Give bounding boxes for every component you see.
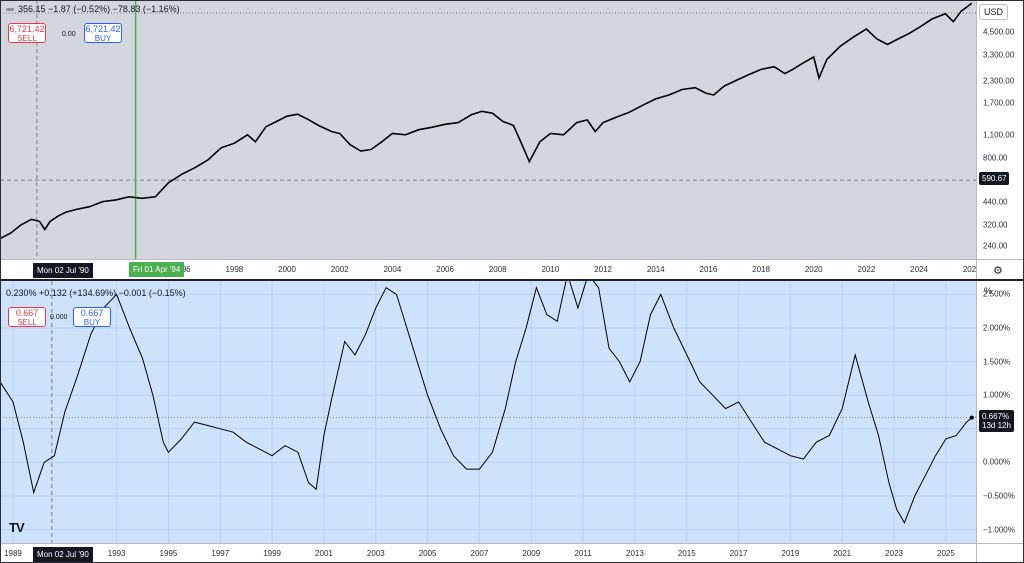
sell-label: SELL	[17, 318, 37, 327]
sell-label: SELL	[17, 34, 37, 43]
indicator-chart	[0, 281, 977, 543]
buy-label: BUY	[94, 34, 112, 43]
price-tick-label: 2,300.00	[983, 76, 1015, 86]
indicator-tick-label: 2.500%	[983, 289, 1011, 299]
last-value-text: 0.667%	[982, 411, 1010, 421]
time-tick-label: 2017	[729, 549, 748, 558]
sell-button[interactable]: 0.667 SELL	[8, 307, 46, 327]
time-tick-label: 2006	[436, 265, 454, 274]
spread-value: 0.00	[62, 31, 76, 38]
time-tick-label: 1997	[211, 549, 230, 558]
time-tick-label: 1998	[225, 265, 244, 274]
time-tick-label: 2015	[677, 549, 696, 558]
indicator-chart-pane[interactable]: 0.230% +0.132 (+134.69%) −0.001 (−0.15%)…	[0, 281, 1024, 563]
spread-value: 0.000	[50, 314, 68, 321]
time-tick-label: 2024	[910, 265, 928, 274]
time-tick-label: 1995	[159, 549, 178, 558]
time-tick-label: 1989	[4, 549, 22, 558]
indicator-tick-label: 2.000%	[983, 323, 1011, 333]
series-color-swatch	[6, 8, 14, 12]
sell-price: 6,721.42	[9, 24, 45, 34]
price-scale[interactable]: USD 4,500.00 3,300.00 2,300.00 1,700.00 1,10…	[976, 0, 1024, 259]
buy-button[interactable]: 6,721.42 BUY	[84, 23, 122, 43]
time-tick-label: 2021	[833, 549, 852, 558]
time-tick-label: 2026	[962, 265, 981, 274]
time-tick-label: 2005	[418, 549, 437, 558]
scale-corner	[976, 543, 1024, 563]
price-tick-label: 240.00	[983, 241, 1008, 251]
last-value-tag: 0.667% 13d 12h	[979, 409, 1014, 432]
price-legend: 356.15 −1.87 (−0.52%) −78.83 (−1.16%)	[6, 4, 180, 14]
time-tick-label: 1999	[263, 549, 281, 558]
time-tick-label: 2019	[781, 549, 800, 558]
unit-label: %	[984, 286, 993, 296]
marker-date-tag: Fri 01 Apr '94	[129, 262, 185, 277]
price-legend-values: 356.15 −1.87 (−0.52%) −78.83 (−1.16%)	[18, 4, 180, 14]
indicator-grid	[0, 281, 977, 543]
price-chart	[0, 0, 977, 259]
time-tick-label: 2002	[330, 265, 349, 274]
time-tick-label: 2007	[470, 549, 489, 558]
buy-label: BUY	[83, 318, 101, 327]
buy-button[interactable]: 0.667 BUY	[73, 307, 111, 327]
time-tick-label: 1993	[107, 549, 126, 558]
price-tick-label: 320.00	[983, 220, 1008, 230]
time-scale[interactable]: 1989 1993 1995 1997 1999 2001 2003 2005 2007 2009…	[0, 543, 977, 563]
indicator-tick-label: 1.000%	[983, 390, 1011, 400]
time-tick-label: 2003	[366, 549, 385, 558]
time-tick-label: 2022	[857, 265, 876, 274]
price-tick-label: 1,100.00	[983, 130, 1015, 140]
time-tick-label: 2009	[522, 549, 541, 558]
gear-icon[interactable]: ⚙	[993, 265, 1003, 277]
time-tick-label: 2011	[574, 549, 592, 558]
buy-price: 6,721.42	[85, 24, 121, 34]
time-tick-label: 2008	[488, 265, 507, 274]
chart-settings-corner[interactable]: ⚙	[976, 259, 1024, 280]
indicator-series-line	[0, 281, 973, 524]
time-scale[interactable]: 1992199619982000200220042006200820102012…	[0, 259, 981, 280]
time-tick-label: 2001	[315, 549, 333, 558]
crosshair-price-tag: 590.67	[979, 172, 1010, 186]
price-plot-area[interactable]: 356.15 −1.87 (−0.52%) −78.83 (−1.16%) 6,…	[0, 0, 977, 259]
time-tick-label: 2013	[626, 549, 644, 558]
tradingview-logo[interactable]: TV	[9, 520, 25, 535]
crosshair-date-tag: Mon 02 Jul '90	[33, 547, 93, 562]
time-tick-label: 2018	[752, 265, 770, 274]
sell-price: 0.667	[15, 308, 39, 318]
last-value-dot	[969, 415, 974, 420]
price-series-line	[0, 2, 973, 240]
time-tick-label: 2025	[936, 549, 955, 558]
time-tick-label: 2000	[278, 265, 296, 274]
time-tick-label: 2014	[646, 265, 665, 274]
time-tick-label: 2004	[383, 265, 402, 274]
indicator-tick-label: −0.500%	[983, 491, 1015, 501]
currency-button[interactable]: USD	[979, 4, 1009, 20]
sell-button[interactable]: 6,721.42 SELL	[8, 23, 46, 43]
price-tick-label: 4,500.00	[983, 27, 1015, 37]
time-tick-label: 2016	[699, 265, 718, 274]
indicator-tick-label: −1.000%	[983, 525, 1015, 535]
indicator-scale[interactable]: % 2.500%2.000%1.500%1.000%0.500%0.000%−0…	[976, 281, 1024, 543]
price-chart-pane[interactable]: 356.15 −1.87 (−0.52%) −78.83 (−1.16%) 6,…	[0, 0, 1024, 280]
price-tick-label: 440.00	[983, 197, 1008, 207]
indicator-tick-label: 0.000%	[983, 457, 1011, 467]
price-tick-label: 800.00	[983, 153, 1008, 163]
time-tick-label: 2023	[885, 549, 903, 558]
pane-separator[interactable]	[0, 279, 1024, 281]
countdown-text: 13d 12h	[982, 420, 1011, 430]
price-tick-label: 3,300.00	[983, 50, 1015, 60]
time-tick-label: 2010	[541, 265, 560, 274]
time-tick-label: 2020	[804, 265, 823, 274]
indicator-legend: 0.230% +0.132 (+134.69%) −0.001 (−0.15%)	[6, 288, 186, 298]
crosshair-date-tag: Mon 02 Jul '90	[33, 263, 93, 278]
buy-price: 0.667	[80, 308, 104, 318]
indicator-plot-area[interactable]: 0.230% +0.132 (+134.69%) −0.001 (−0.15%)…	[0, 281, 977, 543]
price-tick-label: 1,700.00	[983, 98, 1015, 108]
indicator-tick-label: 1.500%	[983, 357, 1011, 367]
time-tick-label: 2012	[594, 265, 612, 274]
